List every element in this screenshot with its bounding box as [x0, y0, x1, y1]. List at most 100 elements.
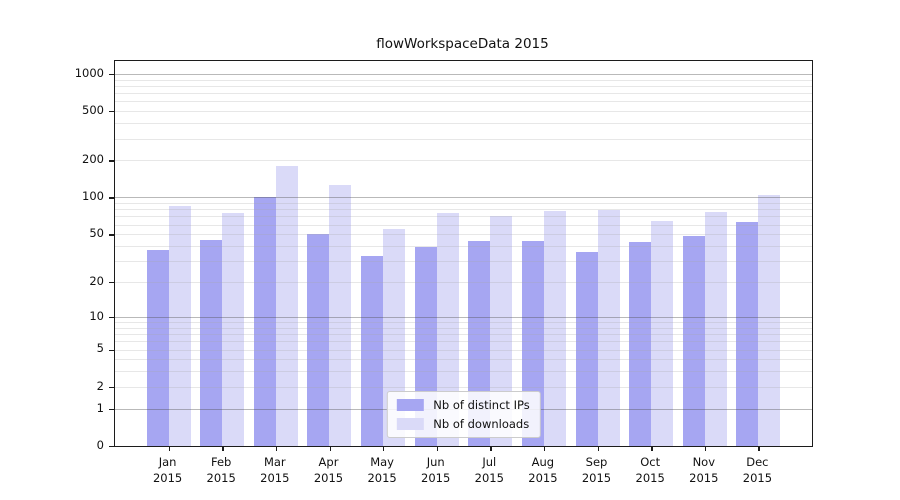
gridline-minor — [115, 79, 812, 81]
gridline-major — [115, 73, 812, 75]
bar-distinct-ips-apr — [307, 234, 330, 446]
gridline-minor — [115, 261, 812, 262]
bar-downloads-oct — [651, 221, 674, 446]
distinct-ips-swatch — [396, 399, 424, 411]
gridline-minor — [115, 322, 812, 323]
bar-downloads-apr — [329, 184, 352, 446]
gridline-minor — [115, 282, 812, 283]
y-tick-mark — [109, 111, 115, 113]
x-tick-mark — [222, 446, 224, 451]
gridline-minor — [115, 341, 812, 343]
x-tick-label-aug: Aug 2015 — [528, 455, 558, 485]
y-tick-label: 2 — [96, 378, 104, 393]
bar-downloads-nov — [704, 212, 727, 446]
gridline-minor — [115, 111, 812, 113]
gridline-minor — [115, 234, 812, 236]
legend-row-downloads: Nb of downloads — [396, 417, 529, 431]
gridline-minor — [115, 123, 812, 125]
bar-distinct-ips-sep — [575, 251, 598, 446]
x-tick-mark — [329, 446, 331, 451]
x-tick-mark — [490, 446, 492, 451]
bar-distinct-ips-feb — [200, 239, 223, 446]
gridline-minor — [115, 386, 812, 388]
x-tick-mark — [758, 446, 760, 451]
y-tick-label: 200 — [82, 152, 104, 167]
y-tick-label: 10 — [89, 308, 104, 323]
y-tick-mark — [109, 386, 115, 389]
y-tick-label: 1000 — [74, 65, 104, 80]
x-tick-mark — [436, 446, 439, 451]
grid-layer — [115, 61, 812, 446]
bar-downloads-aug — [543, 210, 566, 446]
gridline-minor — [115, 349, 812, 351]
gridline-minor — [115, 359, 812, 361]
gridline-minor — [115, 203, 812, 204]
y-tick-label: 0 — [96, 438, 104, 452]
legend-label-distinct-ips: Nb of distinct IPs — [433, 398, 530, 412]
y-tick-label: 500 — [82, 103, 104, 118]
bar-downloads-jul — [490, 216, 513, 446]
bar-downloads-dec — [758, 194, 781, 446]
x-tick-label-jun: Jun 2015 — [421, 455, 451, 485]
x-tick-label-may: May 2015 — [367, 455, 397, 485]
gridline-major — [115, 197, 812, 199]
y-tick-label: 1 — [96, 400, 104, 415]
x-tick-label-jul: Jul 2015 — [474, 455, 504, 485]
legend: Nb of distinct IPs Nb of downloads — [386, 391, 541, 438]
legend-label-downloads: Nb of downloads — [433, 417, 530, 431]
x-tick-mark — [597, 446, 599, 451]
gridline-minor — [115, 93, 812, 95]
bar-distinct-ips-dec — [736, 222, 759, 446]
x-tick-label-jan: Jan 2015 — [152, 455, 183, 485]
y-tick-mark — [109, 408, 115, 411]
bar-downloads-sep — [597, 210, 620, 446]
x-tick-mark — [168, 446, 170, 451]
gridline-minor — [115, 216, 812, 218]
downloads-swatch — [396, 418, 424, 430]
bar-downloads-mar — [275, 166, 298, 446]
gridline-minor — [115, 371, 812, 373]
gridline-minor — [115, 327, 812, 329]
bar-distinct-ips-jan — [146, 250, 169, 446]
gridline-minor — [115, 101, 812, 103]
x-tick-label-oct: Oct 2015 — [635, 455, 665, 485]
y-tick-mark — [109, 282, 115, 284]
gridline-major — [115, 316, 812, 318]
bar-distinct-ips-mar — [253, 197, 276, 446]
y-tick-mark — [109, 73, 115, 76]
y-tick-label: 20 — [89, 274, 104, 288]
x-tick-label-dec: Dec 2015 — [742, 455, 773, 485]
x-tick-mark — [651, 446, 653, 451]
bar-distinct-ips-may — [361, 256, 384, 446]
gridline-minor — [115, 138, 812, 140]
chart-title: flowWorkspaceData 2015 — [376, 36, 549, 52]
x-tick-mark — [704, 446, 707, 451]
bar-downloads-feb — [222, 212, 245, 446]
y-tick-mark — [109, 160, 115, 162]
bar-downloads-jan — [168, 206, 191, 446]
legend-row-distinct-ips: Nb of distinct IPs — [396, 398, 530, 412]
x-tick-label-apr: Apr 2015 — [313, 455, 344, 485]
y-tick-mark — [109, 316, 115, 319]
x-tick-label-feb: Feb 2015 — [206, 455, 236, 485]
x-tick-label-nov: Nov 2015 — [689, 455, 719, 485]
gridline-minor — [115, 334, 812, 335]
x-tick-mark — [275, 446, 278, 451]
y-tick-mark — [109, 197, 115, 199]
bar-distinct-ips-nov — [682, 236, 705, 446]
y-tick-mark — [109, 446, 115, 448]
x-tick-label-sep: Sep 2015 — [581, 455, 612, 485]
y-tick-label: 50 — [89, 226, 104, 241]
y-tick-mark — [109, 234, 115, 236]
bar-distinct-ips-oct — [629, 242, 652, 446]
gridline-minor — [115, 246, 812, 247]
gridline-minor — [115, 224, 812, 226]
y-tick-label: 5 — [96, 341, 104, 356]
x-tick-mark — [543, 446, 546, 451]
x-tick-mark — [383, 446, 385, 451]
gridline-minor — [115, 209, 812, 211]
bar-downloads-jun — [436, 213, 459, 446]
gridline-minor — [115, 160, 812, 162]
y-tick-label: 100 — [82, 189, 104, 204]
